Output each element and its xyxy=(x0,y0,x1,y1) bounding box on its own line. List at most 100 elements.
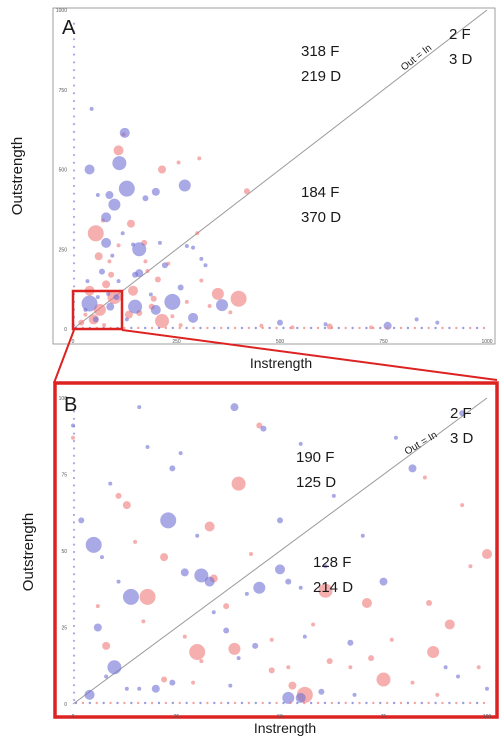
panel-a-axis-point xyxy=(309,326,313,330)
panel-b-point-d xyxy=(253,581,266,594)
panel-b-point-f xyxy=(115,492,122,499)
panel-b-y-tick-label: 100 xyxy=(59,396,68,402)
panel-a-annotation-upper-d: 219 D xyxy=(301,68,341,85)
panel-b-axis-point xyxy=(72,513,76,517)
panel-a-point-d xyxy=(164,293,181,310)
panel-a-point-d xyxy=(101,237,112,248)
panel-a-annotation-corner-f: 2 F xyxy=(449,26,471,43)
panel-b-axis-point xyxy=(171,701,175,705)
panel-a-point-f xyxy=(369,325,374,330)
panel-b-axis-point xyxy=(72,476,76,480)
panel-a-point-d xyxy=(383,321,392,330)
panel-b-point-f xyxy=(288,681,297,690)
panel-a-point-d xyxy=(188,312,199,323)
panel-b-axis-point xyxy=(72,610,76,613)
panel-b-annotation-corner-d: 3 D xyxy=(450,430,474,447)
panel-a-point-f xyxy=(94,252,103,261)
panel-b-annotation-upper-d: 125 D xyxy=(296,474,336,491)
panel-b-axis-point xyxy=(309,701,313,705)
panel-a-axis-point xyxy=(385,326,389,330)
panel-b-point-d xyxy=(85,536,102,553)
panel-b-point-f xyxy=(435,692,440,697)
panel-a-axis-point xyxy=(455,326,458,330)
panel-b-axis-point xyxy=(72,676,76,679)
panel-b-axis-point xyxy=(441,701,444,705)
panel-a-x-tick-label: 0 xyxy=(72,339,75,345)
panel-b-point-f xyxy=(368,655,375,662)
panel-b-point-d xyxy=(282,691,295,704)
panel-a-axis-point xyxy=(72,99,76,103)
panel-a-axis-point xyxy=(72,184,76,188)
panel-a-point-d xyxy=(124,317,129,322)
panel-a-point-d xyxy=(101,212,112,223)
panel-b-axis-point xyxy=(482,701,486,705)
panel-a-axis-point xyxy=(303,326,306,330)
panel-a-point-f xyxy=(83,312,88,317)
panel-a-axis-point xyxy=(220,326,223,330)
panel-a-axis-point xyxy=(72,68,76,72)
panel-b-point-f xyxy=(389,637,394,642)
panel-a-x-tick-label: 500 xyxy=(276,339,285,345)
panel-a-axis-point xyxy=(178,326,181,330)
panel-a-axis-point xyxy=(213,326,216,330)
panel-b-axis-point xyxy=(344,701,347,705)
panel-a-point-f xyxy=(116,243,121,248)
panel-b-point-d xyxy=(379,577,388,586)
panel-b-point-d xyxy=(456,674,461,679)
panel-a-annotation-upper-f: 318 F xyxy=(301,43,339,60)
panel-a-axis-point xyxy=(482,326,486,330)
panel-b-axis-point xyxy=(233,701,237,705)
panel-a-axis-point xyxy=(192,326,195,330)
panel-b-point-d xyxy=(169,465,176,472)
panel-b-y-axis-label: Outstrength xyxy=(20,513,37,591)
panel-a-point-d xyxy=(116,279,121,284)
panel-a-point-d xyxy=(113,294,120,301)
panel-a-point-d xyxy=(95,193,100,198)
panel-a-axis-point xyxy=(392,326,396,330)
panel-a-point-f xyxy=(211,287,224,300)
panel-b-plot-area xyxy=(53,381,499,719)
panel-a-axis-point xyxy=(72,84,76,87)
panel-a-point-f xyxy=(143,259,148,264)
panel-b-axis-point xyxy=(116,701,119,705)
panel-b-annotation-upper-f: 190 F xyxy=(296,449,334,466)
panel-b-axis-point xyxy=(220,701,223,705)
panel-b-axis-point xyxy=(72,484,76,487)
panel-b-point-f xyxy=(318,583,333,598)
panel-a-point-f xyxy=(154,276,161,283)
panel-a-point-d xyxy=(112,156,127,171)
panel-a-axis-point xyxy=(72,262,76,265)
panel-b-point-f xyxy=(426,600,433,607)
panel-b-axis-point xyxy=(199,701,202,705)
panel-b-point-d xyxy=(104,674,109,679)
panel-b-point-d xyxy=(485,686,489,691)
panel-b-axis-point xyxy=(303,701,306,705)
panel-b-point-f xyxy=(422,475,427,480)
panel-b-point-f xyxy=(122,501,131,510)
panel-b-axis-point xyxy=(72,447,76,450)
panel-a-axis-point xyxy=(247,326,251,330)
panel-b-axis-point xyxy=(164,701,168,705)
panel-a-point-f xyxy=(195,231,200,236)
panel-b-axis-point xyxy=(337,701,340,705)
panel-b-point-f xyxy=(228,642,241,655)
panel-a-point-f xyxy=(228,310,233,315)
panel-a-letter: A xyxy=(62,17,76,39)
panel-a-point-f xyxy=(176,160,181,165)
panel-a-axis-point xyxy=(72,285,76,288)
panel-b-axis-point xyxy=(81,701,85,705)
panel-b-axis-point xyxy=(462,701,465,705)
panel-a-point-d xyxy=(83,307,88,312)
panel-a-y-tick-label: 750 xyxy=(59,88,68,94)
panel-a-axis-point xyxy=(240,326,244,330)
panel-b-point-d xyxy=(180,568,189,577)
panel-b-axis-point xyxy=(72,425,76,428)
panel-b-point-d xyxy=(360,533,365,538)
panel-b-point-d xyxy=(295,692,306,703)
panel-a-point-d xyxy=(110,253,115,258)
panel-a-axis-point xyxy=(337,326,340,330)
panel-b-point-f xyxy=(256,422,263,429)
panel-a-axis-point xyxy=(233,326,237,330)
panel-b-axis-point xyxy=(213,701,216,705)
